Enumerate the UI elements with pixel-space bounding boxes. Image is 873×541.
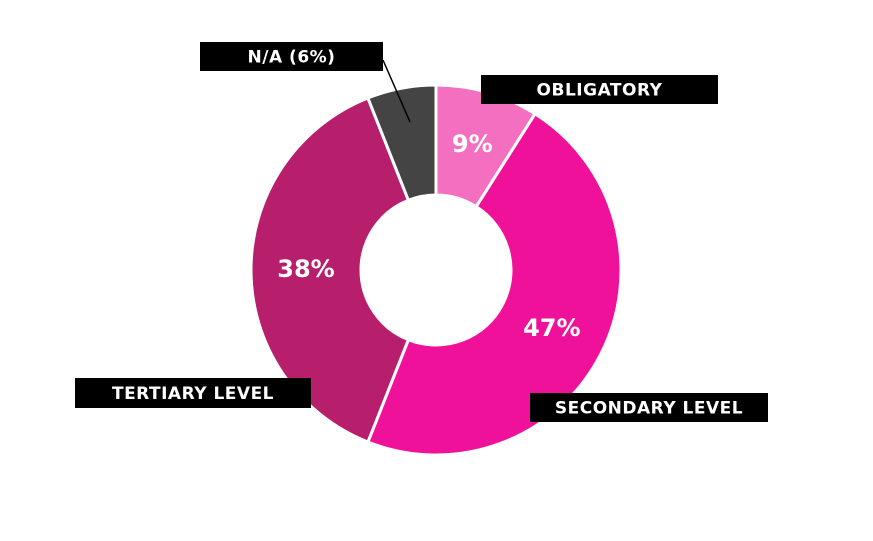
leader-line [382, 59, 411, 123]
category-label: SECONDARY LEVEL [555, 399, 743, 419]
category-label: TERTIARY LEVEL [112, 384, 274, 404]
slice-label: 38% [277, 255, 334, 283]
donut-slice [365, 111, 623, 457]
slice-label: 47% [523, 314, 580, 342]
label-box [481, 75, 718, 104]
slice-label: 9% [452, 130, 493, 158]
label-box [530, 393, 768, 422]
donut-slice [249, 96, 411, 444]
category-label: OBLIGATORY [537, 81, 663, 101]
label-box [75, 378, 311, 408]
donut-slice [365, 83, 438, 203]
label-box [200, 42, 383, 71]
category-label: N/A (6%) [248, 48, 336, 68]
